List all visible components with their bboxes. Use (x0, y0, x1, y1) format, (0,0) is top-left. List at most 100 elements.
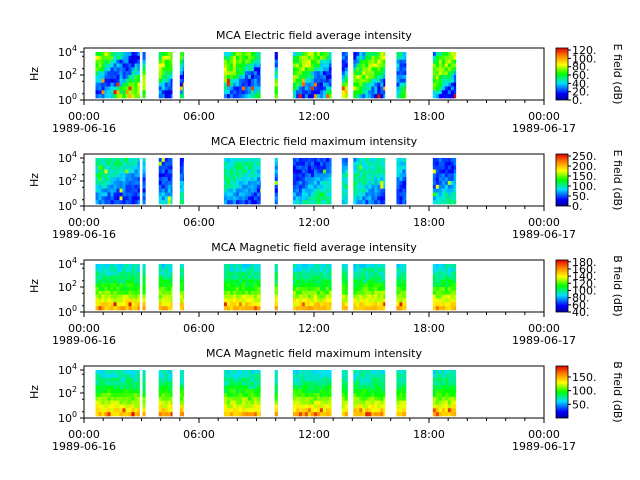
spectrogram-cell (435, 200, 440, 205)
spectrogram-cell (256, 377, 261, 382)
spectrogram-cell (344, 188, 348, 193)
spectrogram-cell (444, 181, 449, 186)
spectrogram-cell (444, 71, 449, 76)
spectrogram-cell (182, 169, 184, 174)
spectrogram-cell (167, 408, 172, 413)
spectrogram-cell (292, 264, 297, 269)
spectrogram-cell (119, 63, 123, 68)
spectrogram-cell (137, 408, 140, 413)
spectrogram-cell (107, 287, 111, 292)
spectrogram-cell (223, 196, 228, 201)
spectrogram-cell (98, 370, 102, 375)
spectrogram-cell (310, 200, 315, 205)
spectrogram-cell (158, 275, 163, 280)
spectrogram-cell (134, 404, 138, 409)
spectrogram-cell (253, 298, 258, 303)
spectrogram-cell (116, 302, 120, 307)
spectrogram-cell (328, 59, 332, 64)
spectrogram-cell (134, 177, 138, 182)
spectrogram-cell (116, 55, 120, 60)
spectrogram-cell (292, 82, 297, 87)
spectrogram-cell (244, 63, 249, 68)
spectrogram-cell (344, 200, 348, 205)
spectrogram-cell (310, 389, 315, 394)
spectrogram-cell (137, 59, 140, 64)
spectrogram-cell (301, 86, 306, 91)
spectrogram-cell (125, 63, 129, 68)
spectrogram-cell (450, 408, 455, 413)
spectrogram-cell (325, 283, 330, 288)
spectrogram-cell (307, 188, 312, 193)
spectrogram-cell (101, 370, 105, 375)
spectrogram-cell (405, 275, 407, 280)
spectrogram-cell (250, 177, 255, 182)
spectrogram-cell (119, 408, 123, 413)
spectrogram-cell (396, 381, 400, 386)
spectrogram-cell (307, 396, 312, 401)
spectrogram-cell (444, 412, 449, 417)
spectrogram-cell (95, 264, 99, 269)
spectrogram-cell (362, 90, 366, 95)
spectrogram-cell (128, 393, 132, 398)
spectrogram-cell (292, 408, 297, 413)
spectrogram-cell (226, 184, 231, 189)
spectrogram-cell (253, 67, 258, 72)
spectrogram-cell (362, 59, 366, 64)
spectrogram-cell (229, 173, 234, 178)
spectrogram-cell (438, 287, 443, 292)
spectrogram-cell (298, 306, 303, 311)
spectrogram-cell (396, 196, 400, 201)
spectrogram-cell (119, 52, 123, 57)
spectrogram-cell (247, 161, 252, 166)
spectrogram-cell (295, 158, 300, 163)
spectrogram-cell (441, 267, 446, 272)
spectrogram-cell (131, 181, 135, 186)
spectrogram-cell (244, 373, 249, 378)
spectrogram-cell (232, 184, 237, 189)
spectrogram-cell (131, 408, 135, 413)
spectrogram-cell (128, 158, 132, 163)
spectrogram-cell (110, 283, 114, 288)
spectrogram-cell (164, 192, 169, 197)
spectrogram-cell (119, 264, 123, 269)
spectrogram-cell (450, 55, 455, 60)
spectrogram-cell (447, 82, 452, 87)
panel-title: MCA Magnetic field average intensity (211, 241, 417, 254)
spectrogram-cell (316, 279, 321, 284)
spectrogram-cell (383, 275, 386, 280)
spectrogram-cell (310, 271, 315, 276)
spectrogram-cell (396, 55, 400, 60)
spectrogram-cell (134, 161, 138, 166)
spectrogram-cell (122, 306, 126, 311)
spectrogram-cell (441, 161, 446, 166)
spectrogram-cell (365, 373, 369, 378)
x-tick-date-label: 1989-06-17 (512, 228, 576, 241)
spectrogram-cell (353, 165, 357, 170)
spectrogram-cell (402, 264, 406, 269)
spectrogram-cell (122, 283, 126, 288)
spectrogram-cell (125, 275, 129, 280)
spectrogram-cell (371, 287, 375, 292)
spectrogram-cell (104, 181, 108, 186)
spectrogram-cell (131, 404, 135, 409)
spectrogram-cell (450, 63, 455, 68)
spectrogram-cell (232, 373, 237, 378)
colorbar-tick-label: 100. (572, 385, 597, 398)
spectrogram-cell (359, 52, 363, 57)
spectrogram-cell (453, 94, 457, 99)
spectrogram-cell (319, 389, 324, 394)
spectrogram-cell (113, 63, 117, 68)
spectrogram-cell (158, 78, 163, 83)
spectrogram-cell (134, 267, 138, 272)
spectrogram-cell (131, 63, 135, 68)
spectrogram-cell (235, 158, 240, 163)
spectrogram-cell (226, 279, 231, 284)
spectrogram-cell (316, 264, 321, 269)
spectrogram-cell (307, 377, 312, 382)
spectrogram-cell (435, 169, 440, 174)
spectrogram-cell (170, 279, 173, 284)
spectrogram-cell (353, 298, 357, 303)
spectrogram-cell (229, 287, 234, 292)
spectrogram-cell (229, 267, 234, 272)
spectrogram-cell (453, 59, 457, 64)
